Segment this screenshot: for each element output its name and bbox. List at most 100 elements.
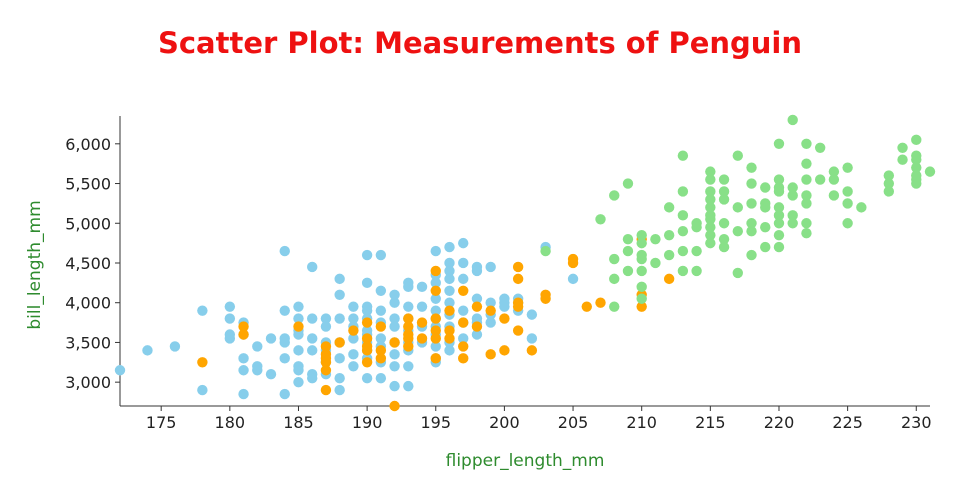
data-point bbox=[375, 372, 387, 384]
x-axis: 175 180 185 190 195 200 205 210 215 220 225 230 bbox=[120, 405, 932, 432]
data-point bbox=[471, 321, 483, 332]
data-point bbox=[677, 186, 689, 197]
data-point bbox=[334, 372, 345, 384]
x-tick-label: 210 bbox=[626, 413, 657, 432]
data-point bbox=[361, 317, 373, 328]
data-point bbox=[348, 361, 359, 372]
data-point bbox=[732, 226, 743, 237]
x-tick-label: 220 bbox=[764, 413, 795, 432]
data-point bbox=[224, 313, 236, 324]
y-tick-label: 6,000 bbox=[65, 135, 111, 154]
data-point bbox=[403, 301, 414, 312]
data-point bbox=[760, 222, 771, 233]
data-point bbox=[320, 313, 332, 324]
data-point bbox=[842, 198, 853, 209]
data-point bbox=[705, 222, 716, 233]
data-point bbox=[897, 154, 908, 165]
data-point bbox=[801, 227, 812, 239]
data-point bbox=[718, 194, 730, 205]
data-point bbox=[444, 333, 455, 344]
data-point bbox=[265, 369, 277, 380]
data-point bbox=[389, 313, 400, 324]
data-point bbox=[293, 345, 304, 356]
x-tick-label: 175 bbox=[146, 413, 177, 432]
data-point bbox=[238, 365, 249, 376]
data-point bbox=[828, 166, 840, 177]
data-point bbox=[307, 333, 318, 344]
data-point bbox=[814, 142, 826, 153]
data-point bbox=[663, 273, 675, 285]
data-point bbox=[485, 317, 496, 328]
data-point bbox=[334, 273, 345, 285]
y-tick-label: 3,500 bbox=[65, 333, 111, 352]
data-point bbox=[718, 241, 730, 253]
data-point bbox=[444, 257, 455, 269]
data-point bbox=[403, 281, 414, 293]
data-point bbox=[458, 341, 469, 352]
data-point bbox=[567, 257, 579, 269]
data-point bbox=[512, 273, 524, 285]
data-point bbox=[444, 325, 455, 336]
data-point bbox=[485, 261, 496, 273]
data-point bbox=[705, 166, 716, 177]
x-tick-label: 195 bbox=[420, 413, 451, 432]
data-point bbox=[773, 202, 785, 213]
x-tick-label: 225 bbox=[832, 413, 863, 432]
data-point bbox=[705, 174, 716, 185]
y-axis: 3,000 3,500 4,000 4,500 5,000 5,500 6,000 bbox=[65, 116, 121, 406]
data-point bbox=[512, 261, 524, 273]
data-point bbox=[252, 365, 263, 376]
data-point bbox=[746, 249, 757, 261]
data-point bbox=[293, 301, 304, 312]
data-point bbox=[911, 162, 922, 173]
x-tick-label: 205 bbox=[558, 413, 589, 432]
data-point bbox=[375, 249, 387, 261]
data-point bbox=[636, 253, 647, 265]
data-point bbox=[705, 229, 716, 241]
data-point bbox=[293, 313, 304, 324]
data-point bbox=[677, 150, 689, 161]
y-tick-label: 4,000 bbox=[65, 294, 111, 313]
data-point bbox=[416, 317, 428, 328]
data-point bbox=[238, 388, 249, 400]
data-point bbox=[334, 353, 345, 364]
data-point bbox=[375, 353, 387, 364]
data-point bbox=[471, 265, 483, 277]
data-point bbox=[293, 376, 304, 388]
data-point bbox=[279, 353, 290, 364]
data-point bbox=[842, 186, 853, 197]
data-point bbox=[814, 174, 826, 185]
data-point bbox=[361, 277, 373, 289]
data-point bbox=[609, 253, 620, 265]
data-point bbox=[801, 174, 812, 185]
data-point bbox=[677, 265, 689, 277]
data-point bbox=[787, 114, 798, 126]
data-point bbox=[375, 305, 387, 316]
data-point bbox=[828, 190, 840, 201]
data-point bbox=[485, 349, 496, 360]
data-point bbox=[567, 273, 579, 285]
data-point bbox=[361, 372, 373, 384]
data-point bbox=[842, 162, 853, 173]
data-point bbox=[718, 218, 730, 229]
data-point bbox=[650, 233, 661, 245]
data-point bbox=[375, 333, 387, 344]
data-point bbox=[746, 162, 757, 173]
data-point bbox=[691, 222, 702, 233]
data-point bbox=[444, 285, 455, 296]
data-point bbox=[416, 301, 428, 312]
data-point bbox=[732, 267, 743, 279]
data-point bbox=[265, 333, 277, 344]
data-point bbox=[512, 301, 524, 312]
data-point bbox=[677, 226, 689, 237]
data-point bbox=[663, 249, 675, 261]
data-point bbox=[348, 349, 359, 360]
data-point bbox=[801, 158, 812, 169]
data-point bbox=[224, 333, 236, 344]
data-point bbox=[677, 245, 689, 257]
data-point bbox=[238, 353, 249, 364]
data-point bbox=[773, 210, 785, 221]
y-tick-label: 5,000 bbox=[65, 214, 111, 233]
data-point bbox=[609, 190, 620, 201]
data-point bbox=[375, 321, 387, 332]
